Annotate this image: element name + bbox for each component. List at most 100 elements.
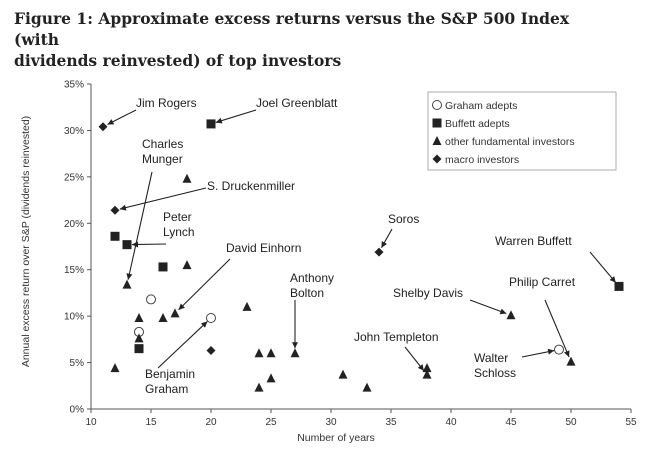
series-buffett-adepts [110, 119, 624, 354]
data-point [242, 301, 252, 311]
legend-marker [432, 118, 442, 128]
annotation-label: Warren Buffett [495, 234, 572, 248]
annotation: John Templeton [354, 330, 439, 372]
annotation-leader [589, 251, 617, 283]
x-tick-label: 35 [385, 417, 397, 428]
x-tick-label: 40 [445, 417, 457, 428]
data-point [554, 344, 564, 355]
annotation-label: Schloss [474, 366, 516, 380]
data-point [170, 308, 180, 318]
y-tick-label: 30% [64, 126, 84, 137]
y-tick-label: 20% [64, 219, 84, 230]
data-point [134, 333, 144, 343]
annotation-leader [215, 109, 257, 123]
annotation-arrowhead [126, 273, 133, 280]
data-point [254, 382, 264, 392]
annotation-arrowhead [215, 117, 223, 124]
data-point [506, 310, 516, 320]
annotation-arrowhead [381, 241, 388, 248]
data-point [182, 260, 192, 270]
x-tick-label: 45 [505, 417, 517, 428]
data-point [134, 344, 144, 354]
annotation-label: Philip Carret [509, 275, 576, 289]
series-other-fundamental-investors [110, 173, 576, 392]
series-macro-investors [98, 122, 384, 355]
legend-label: other fundamental investors [445, 136, 575, 148]
annotation: Joel Greenblatt [215, 96, 338, 124]
annotation-label: Jim Rogers [136, 96, 197, 110]
annotation: Jim Rogers [107, 96, 197, 125]
data-point [110, 363, 120, 373]
annotation-label: Anthony [290, 271, 334, 285]
legend-label: macro investors [445, 154, 519, 166]
data-point [110, 231, 120, 241]
legend-box [427, 91, 617, 171]
annotation-arrowhead [178, 303, 185, 310]
annotation-leader [157, 321, 208, 369]
annotation-arrowhead [131, 241, 139, 248]
legend-marker [432, 154, 442, 164]
y-tick-label: 25% [64, 172, 84, 183]
annotation-arrowhead [119, 204, 127, 211]
series-graham-adepts [134, 294, 564, 355]
figure-title: Figure 1: Approximate excess returns ver… [14, 8, 614, 71]
annotation-label: S. Druckenmiller [207, 179, 295, 193]
annotation-arrowhead [547, 348, 555, 355]
chart-axes: 10 15 20 25 30 35 40 45 50 55 0% 5% 10% 15% 20% 25% 30% 3… [20, 80, 637, 445]
x-tick-label: 55 [625, 417, 637, 428]
x-tick-label: 30 [325, 417, 337, 428]
data-point [206, 119, 216, 129]
annotation-label: Lynch [163, 225, 195, 239]
x-axis-label: Number of years [297, 432, 375, 444]
annotation-label: Walter [474, 351, 508, 365]
annotation-leader [127, 171, 153, 280]
data-point [134, 313, 144, 322]
annotation-arrowhead [417, 364, 424, 371]
data-point [422, 369, 432, 379]
y-tick-label: 0% [70, 405, 85, 416]
legend-marker [432, 100, 442, 110]
annotation-leader [544, 299, 570, 358]
data-point [374, 247, 384, 257]
data-point [146, 294, 156, 305]
data-point [254, 348, 264, 358]
y-tick-label: 35% [64, 80, 84, 91]
annotation-label: Peter [163, 210, 192, 224]
annotation-label: John Templeton [354, 330, 439, 344]
data-point [122, 279, 132, 289]
annotation-arrowhead [200, 321, 208, 328]
annotation-label: Joel Greenblatt [256, 96, 338, 110]
annotation-label: Soros [388, 212, 419, 226]
data-point [566, 356, 576, 366]
y-tick-label: 15% [64, 265, 84, 276]
data-point [266, 373, 276, 383]
annotation-arrowhead [609, 276, 616, 283]
annotation: Soros [380, 212, 419, 248]
data-point [206, 313, 216, 323]
y-tick-label: 10% [64, 312, 84, 323]
data-point [338, 369, 348, 379]
annotation-leader [178, 258, 231, 311]
data-point [290, 348, 300, 358]
annotation-label: David Einhorn [226, 241, 301, 255]
annotation-arrowhead [107, 119, 115, 125]
annotation-arrowhead [499, 308, 507, 315]
legend-marker [432, 136, 442, 145]
data-point [122, 240, 132, 250]
annotation-label: Bolton [290, 286, 324, 300]
data-point [206, 346, 216, 355]
data-point [158, 262, 168, 272]
annotation: Philip Carret [509, 275, 576, 358]
data-point [614, 281, 624, 291]
x-tick-label: 25 [265, 417, 277, 428]
data-point [158, 313, 168, 322]
annotation-label: Graham [145, 382, 188, 396]
figure-title-line-2: dividends reinvested) of top investors [14, 51, 342, 70]
annotation: Shelby Davis [393, 286, 507, 315]
x-tick-label: 10 [85, 417, 97, 428]
data-point [182, 173, 192, 183]
